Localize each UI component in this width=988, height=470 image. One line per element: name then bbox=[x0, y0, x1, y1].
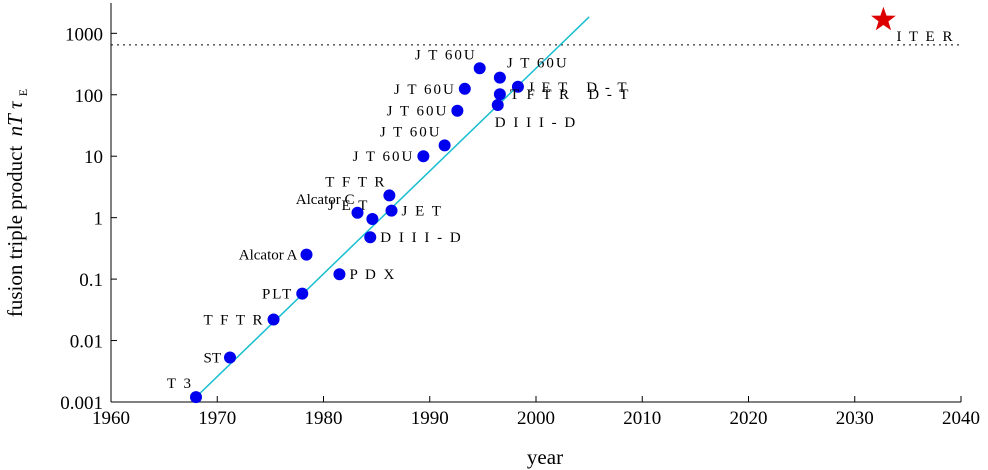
point-label: J T 60U bbox=[353, 149, 415, 165]
data-point bbox=[190, 391, 202, 404]
x-tick-label: 2020 bbox=[730, 408, 768, 429]
data-point bbox=[451, 104, 464, 117]
point-label: J E T D - T bbox=[528, 80, 629, 96]
data-point bbox=[438, 139, 451, 152]
y-tick-group: 0.001 0.01 0.1 1 10 100 1000 bbox=[60, 24, 117, 414]
x-tick-label: 2030 bbox=[836, 408, 874, 429]
x-tick-label: 2010 bbox=[623, 408, 661, 429]
point-label: Alcator A bbox=[239, 248, 298, 264]
point-label: P D X bbox=[349, 267, 396, 283]
point-label: J T 60U bbox=[415, 47, 477, 63]
y-tick-label: 0.1 bbox=[79, 270, 103, 291]
x-tick-label: 2000 bbox=[517, 408, 555, 429]
data-point bbox=[417, 150, 430, 163]
data-point bbox=[493, 71, 506, 84]
y-tick-label: 1 bbox=[94, 209, 104, 230]
point-label: T F T R bbox=[203, 313, 264, 329]
point-label: T F T R D - T bbox=[510, 87, 631, 103]
data-point bbox=[351, 206, 364, 219]
x-axis-label: year bbox=[527, 445, 563, 469]
point-label: T F T R bbox=[325, 174, 386, 190]
y-tick-label: 1000 bbox=[65, 24, 103, 45]
point-label: Alcator C bbox=[296, 192, 355, 208]
data-point bbox=[333, 268, 346, 281]
data-point bbox=[366, 213, 379, 226]
y-tick-label: 0.01 bbox=[70, 332, 103, 353]
x-tick-label: 1980 bbox=[305, 408, 343, 429]
point-label: D I I I - D bbox=[495, 115, 577, 131]
x-tick-label: 1960 bbox=[92, 408, 130, 429]
point-label: PLT bbox=[262, 287, 293, 303]
data-point bbox=[473, 62, 486, 75]
y-axis-label-sub: E bbox=[16, 89, 30, 96]
point-label: J T 60U bbox=[380, 124, 442, 140]
target-group: I T E R bbox=[871, 6, 954, 45]
point-label: ST bbox=[203, 350, 221, 366]
y-tick-label: 100 bbox=[75, 86, 104, 107]
data-point bbox=[300, 248, 313, 261]
data-point bbox=[511, 80, 524, 93]
point-label: J T 60U bbox=[387, 104, 449, 120]
data-point bbox=[267, 313, 280, 326]
x-tick-label: 1970 bbox=[198, 408, 236, 429]
y-axis-label-symbol: nT bbox=[3, 113, 27, 137]
y-tick-label: 0.001 bbox=[60, 393, 103, 414]
data-point bbox=[364, 231, 377, 244]
point-label: J T 60U bbox=[507, 56, 569, 72]
data-point bbox=[224, 351, 236, 364]
x-tick-label: 1990 bbox=[411, 408, 449, 429]
y-axis-label-tau: τ bbox=[3, 100, 27, 109]
y-axis-label-text: fusion triple product bbox=[3, 146, 27, 318]
data-point bbox=[493, 88, 506, 101]
point-group: T 3 ST T F T R PLT P D X Alcator A D I I I - D… bbox=[167, 47, 631, 404]
y-axis-label: fusion triple product nT τ E bbox=[3, 89, 30, 317]
data-point bbox=[385, 204, 398, 217]
y-tick-label: 10 bbox=[84, 147, 103, 168]
x-tick-label: 2040 bbox=[942, 408, 980, 429]
point-label: D I I I - D bbox=[380, 230, 462, 246]
data-point bbox=[296, 287, 309, 300]
point-label: J E T bbox=[402, 204, 443, 220]
iter-label: I T E R bbox=[896, 29, 954, 45]
x-tick-group: 1960 1970 1980 1990 2000 2010 2020 2030 2040 bbox=[92, 396, 980, 429]
data-point bbox=[458, 82, 471, 95]
iter-star-marker bbox=[871, 6, 896, 31]
data-point bbox=[491, 99, 504, 112]
data-point bbox=[383, 189, 396, 202]
point-label: T 3 bbox=[167, 376, 193, 392]
point-label: J T 60U bbox=[394, 82, 456, 98]
